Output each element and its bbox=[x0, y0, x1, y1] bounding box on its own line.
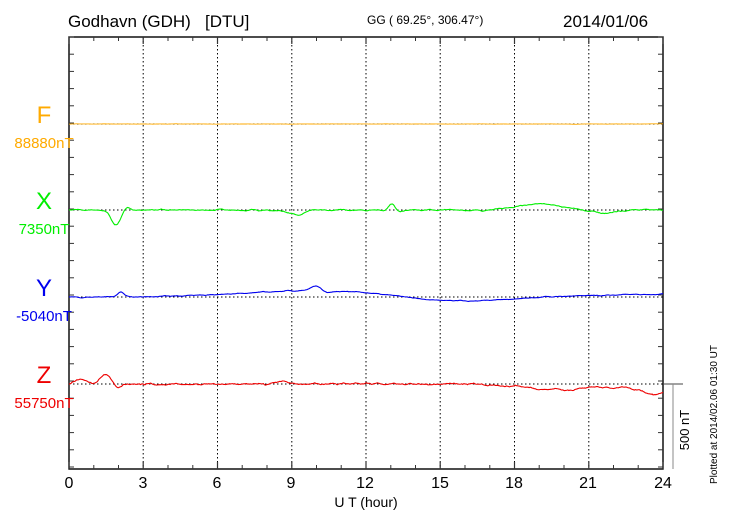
svg-text:Y: Y bbox=[36, 275, 52, 302]
svg-text:24: 24 bbox=[654, 475, 672, 492]
svg-text:18: 18 bbox=[505, 475, 523, 492]
svg-text:500 nT: 500 nT bbox=[677, 410, 692, 451]
svg-text:U T (hour): U T (hour) bbox=[334, 494, 397, 510]
svg-text:15: 15 bbox=[431, 475, 449, 492]
svg-text:F: F bbox=[37, 102, 52, 129]
svg-text:3: 3 bbox=[139, 475, 148, 492]
svg-text:7350nT: 7350nT bbox=[19, 221, 70, 238]
svg-text:X: X bbox=[36, 188, 52, 215]
svg-text:6: 6 bbox=[213, 475, 222, 492]
svg-text:88880nT: 88880nT bbox=[14, 135, 73, 152]
svg-text:9: 9 bbox=[287, 475, 296, 492]
svg-text:0: 0 bbox=[65, 475, 74, 492]
svg-text:Z: Z bbox=[37, 362, 52, 389]
svg-text:21: 21 bbox=[579, 475, 597, 492]
svg-text:12: 12 bbox=[356, 475, 374, 492]
svg-text:Plotted at 2014/02.06 01:30 UT: Plotted at 2014/02.06 01:30 UT bbox=[709, 345, 720, 484]
svg-text:GG ( 69.25°, 306.47°): GG ( 69.25°, 306.47°) bbox=[367, 13, 483, 27]
svg-text:2014/01/06: 2014/01/06 bbox=[563, 12, 648, 31]
svg-text:-5040nT: -5040nT bbox=[16, 308, 72, 325]
svg-text:55750nT: 55750nT bbox=[14, 395, 73, 412]
svg-text:Godhavn (GDH) [DTU]: Godhavn (GDH) [DTU] bbox=[68, 12, 249, 31]
